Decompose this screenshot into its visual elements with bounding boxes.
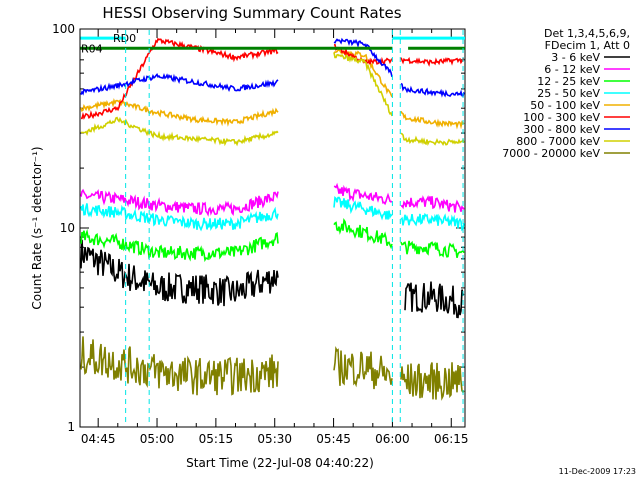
series-layer bbox=[80, 37, 465, 401]
x-tick-label: 05:00 bbox=[140, 432, 175, 446]
x-axis-label: Start Time (22-Jul-08 04:40:22) bbox=[186, 456, 374, 470]
legend-label: 300 - 800 keV bbox=[523, 123, 600, 136]
legend-label: 25 - 50 keV bbox=[537, 87, 600, 100]
chart-title: HESSI Observing Summary Count Rates bbox=[102, 4, 401, 22]
x-tick-label: 06:15 bbox=[434, 432, 469, 446]
series-line-6 bbox=[80, 37, 465, 98]
legend-label: 3 - 6 keV bbox=[551, 51, 600, 64]
y-axis-label: Count Rate (s⁻¹ detector⁻¹) bbox=[30, 146, 44, 309]
series-line-0 bbox=[80, 239, 465, 319]
series-line-8 bbox=[80, 336, 465, 401]
x-tick-label: 04:45 bbox=[81, 432, 116, 446]
legend-label: 12 - 25 keV bbox=[537, 75, 600, 88]
legend-header: Det 1,3,4,5,6,9, bbox=[544, 27, 630, 40]
state-bars: RD0 R04 bbox=[80, 32, 465, 55]
series-line-3 bbox=[80, 195, 465, 232]
legend: Det 1,3,4,5,6,9,FDecim 1, Att 03 - 6 keV… bbox=[502, 27, 630, 160]
series-line-1 bbox=[80, 182, 465, 217]
y-tick-label: 100 bbox=[52, 22, 75, 36]
footer-timestamp: 11-Dec-2009 17:23 bbox=[559, 467, 636, 476]
legend-label: 7000 - 20000 keV bbox=[502, 147, 600, 160]
x-tick-label: 05:30 bbox=[257, 432, 292, 446]
mode-change-lines bbox=[125, 30, 464, 426]
legend-header: FDecim 1, Att 0 bbox=[545, 39, 630, 52]
y-tick-label: 1 bbox=[67, 420, 75, 434]
state-bar-label: RD0 bbox=[113, 32, 136, 45]
legend-label: 100 - 300 keV bbox=[523, 111, 600, 124]
axis-ticks: 1 10 100 04:45 05:00 05:15 05:30 05:45 06:00 06:1… bbox=[52, 22, 468, 446]
y-tick-label: 10 bbox=[60, 221, 75, 235]
state-bar-label: R04 bbox=[81, 42, 103, 55]
series-line-7 bbox=[80, 52, 465, 147]
x-tick-label: 05:45 bbox=[316, 432, 351, 446]
legend-label: 50 - 100 keV bbox=[530, 99, 600, 112]
x-tick-label: 05:15 bbox=[199, 432, 234, 446]
x-tick-label: 06:00 bbox=[375, 432, 410, 446]
series-line-4 bbox=[80, 49, 465, 130]
series-line-2 bbox=[80, 217, 465, 263]
legend-label: 800 - 7000 keV bbox=[516, 135, 600, 148]
legend-label: 6 - 12 keV bbox=[544, 63, 600, 76]
